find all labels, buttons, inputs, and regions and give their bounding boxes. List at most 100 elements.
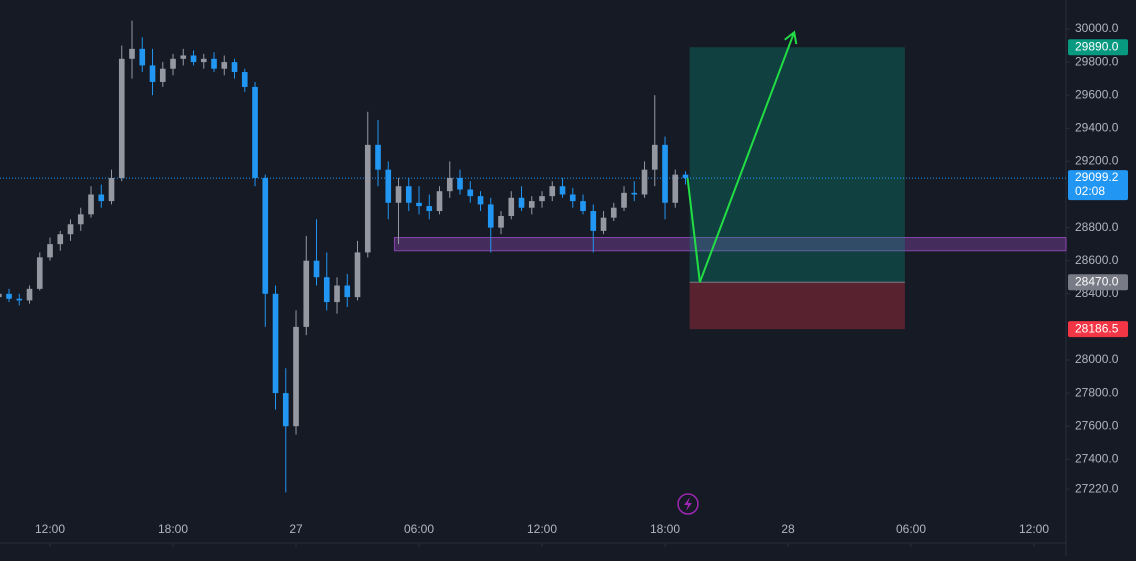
- candle-body: [467, 189, 474, 197]
- y-tick-label: 29600.0: [1075, 87, 1119, 101]
- candle-body: [118, 58, 125, 178]
- candle-body: [600, 217, 607, 231]
- last-price-label-countdown: 02:08: [1075, 184, 1105, 198]
- y-tick-label: 29200.0: [1075, 154, 1119, 168]
- x-tick-label: 12:00: [527, 522, 557, 536]
- candle-body: [385, 169, 392, 203]
- candle-body: [129, 48, 135, 59]
- candle-body: [231, 62, 238, 73]
- candle-body: [621, 192, 627, 208]
- y-tick-label: 29400.0: [1075, 120, 1119, 134]
- candle-body: [457, 177, 463, 190]
- stop-price-label-bg: [1068, 321, 1128, 338]
- y-tick-label: 28600.0: [1075, 253, 1119, 267]
- candle-body: [539, 196, 545, 202]
- candle-body: [487, 204, 494, 228]
- candle-body: [88, 194, 94, 215]
- y-tick-label: 27400.0: [1075, 451, 1119, 465]
- y-tick-label: 27220.0: [1075, 481, 1119, 495]
- entry-price-label: 28470.0: [1075, 274, 1119, 288]
- candle-body: [426, 206, 433, 212]
- target-zone: [689, 47, 905, 283]
- candle-body: [67, 224, 74, 235]
- candle-body: [241, 72, 248, 87]
- candle-body: [293, 326, 299, 427]
- arrow: [686, 31, 796, 283]
- candle-body: [323, 277, 330, 303]
- y-tick-label: 27600.0: [1075, 418, 1119, 432]
- candle-body: [508, 197, 515, 217]
- candle-body: [16, 298, 23, 301]
- x-tick-label: 12:00: [1019, 522, 1049, 536]
- y-tick-label: 28000.0: [1075, 352, 1119, 366]
- candle-body: [580, 201, 586, 212]
- candle-body: [262, 177, 269, 294]
- candle-body: [528, 201, 535, 208]
- candle-body: [395, 186, 402, 203]
- x-tick-label: 18:00: [650, 522, 680, 536]
- entry-price-label-bg: [1068, 274, 1128, 291]
- icon-bolt: [684, 497, 692, 511]
- zone: [393, 237, 1067, 252]
- stop-price-label: 28186.5: [1075, 321, 1119, 335]
- candle-body: [498, 216, 504, 228]
- candle-body: [252, 86, 258, 178]
- x-tick-label: 12:00: [35, 522, 65, 536]
- candle-body: [26, 288, 33, 301]
- candle-body: [364, 144, 371, 253]
- y-tick-label: 29800.0: [1075, 54, 1119, 68]
- x-tick-label: 06:00: [896, 522, 926, 536]
- candle-body: [36, 257, 43, 289]
- lightning-icon[interactable]: [677, 493, 699, 515]
- candle-body: [282, 393, 289, 427]
- x-tick-label: 18:00: [158, 522, 188, 536]
- candle-body: [6, 293, 12, 299]
- candle-body: [518, 197, 525, 208]
- candle-body: [170, 58, 176, 69]
- candle-body: [77, 214, 84, 225]
- candle-body: [190, 55, 197, 63]
- icon-circle: [677, 493, 699, 515]
- candle-body: [303, 260, 310, 327]
- candle-body: [139, 48, 146, 66]
- candle-body: [651, 144, 658, 170]
- candle-body: [477, 196, 484, 205]
- candle-body: [180, 55, 187, 59]
- candle-body: [672, 174, 679, 203]
- candle-body: [108, 177, 115, 202]
- candle-body: [549, 186, 556, 197]
- candle-body: [159, 68, 166, 82]
- candle-body: [149, 65, 156, 82]
- candle-body: [446, 177, 453, 192]
- candle-body: [98, 194, 105, 202]
- candle-body: [416, 202, 422, 207]
- last-price-label: 29099.2: [1075, 170, 1119, 184]
- candle-body: [57, 234, 64, 245]
- candle-body: [313, 260, 320, 278]
- stop-zone: [689, 282, 905, 330]
- candle-body: [211, 58, 217, 69]
- arrow-head: [784, 30, 798, 45]
- last-price-label-bg: [1068, 170, 1128, 201]
- candle-body: [200, 58, 207, 63]
- candle-body: [559, 186, 566, 195]
- candle-body: [569, 194, 576, 202]
- x-tick-label: 27: [289, 522, 303, 536]
- candle-body: [641, 169, 648, 195]
- candle-body: [662, 144, 668, 203]
- candle-body: [272, 293, 279, 394]
- candle-body: [375, 144, 381, 170]
- target-price-label-bg: [1068, 39, 1128, 56]
- y-tick-label: 28800.0: [1075, 220, 1119, 234]
- target-price-label: 29890.0: [1075, 39, 1119, 53]
- candle-body: [221, 62, 228, 69]
- y-tick-label: 27800.0: [1075, 385, 1119, 399]
- candle-body: [436, 191, 443, 212]
- candle-body: [631, 192, 638, 195]
- candle-body: [334, 285, 340, 303]
- x-tick-label: 28: [781, 522, 795, 536]
- candle-body: [47, 244, 53, 258]
- candle-body: [0, 293, 2, 298]
